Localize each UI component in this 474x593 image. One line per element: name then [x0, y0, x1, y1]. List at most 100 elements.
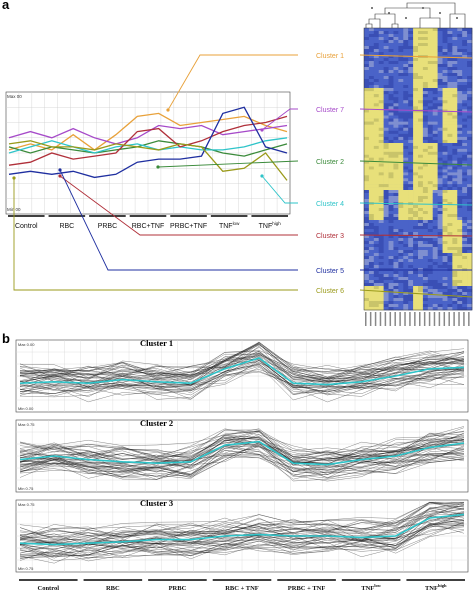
profile-line-cluster-4 [8, 137, 288, 154]
heatmap-cell [432, 52, 438, 56]
heatmap-cell [427, 37, 434, 41]
heatmap-cell [442, 34, 448, 38]
heatmap-cell [418, 250, 424, 254]
heatmap-cell [462, 211, 468, 215]
heatmap-cell [457, 121, 463, 125]
heatmap-cell [462, 274, 468, 278]
heatmap-cell [413, 235, 419, 239]
heatmap-cell [432, 211, 438, 215]
heatmap-cell [437, 181, 443, 185]
heatmap-cell [403, 154, 409, 158]
heatmap-cell [452, 265, 458, 269]
heatmap-cell [364, 151, 370, 156]
heatmap-cell [447, 223, 453, 227]
heatmap-cell [388, 271, 394, 275]
gene-profile-line [19, 429, 465, 457]
heatmap-cell [388, 247, 394, 251]
heatmap-cell [368, 250, 375, 254]
heatmap-cell [442, 235, 448, 239]
heatmap-cell [383, 253, 389, 257]
gene-profile-line [19, 351, 465, 382]
heatmap-cell [418, 130, 424, 135]
heatmap-cell [393, 46, 399, 50]
heatmap-cell [408, 265, 414, 269]
heatmap-cell [413, 289, 419, 293]
heatmap-cell [388, 250, 394, 254]
heatmap-cell [437, 43, 443, 47]
heatmap-cell [393, 127, 399, 132]
heatmap-cell [383, 169, 389, 173]
heatmap-cell [368, 106, 375, 110]
heatmap-cell [437, 226, 443, 230]
heatmap-cell [447, 178, 453, 182]
heatmap-cell [422, 52, 429, 56]
heatmap-cell [422, 193, 429, 197]
heatmap-cell [442, 94, 448, 98]
heatmap-cell [398, 139, 404, 144]
heatmap-cell [403, 79, 409, 83]
heatmap-cell [467, 301, 473, 305]
heatmap-cell [422, 31, 429, 35]
heatmap-cell [388, 76, 394, 80]
heatmap-cell [373, 214, 380, 218]
heatmap-cell [422, 235, 429, 239]
heatmap-cell [418, 196, 424, 200]
heatmap-cell [422, 145, 429, 150]
heatmap-cell [427, 163, 434, 167]
heatmap-cell [432, 241, 438, 245]
heatmap-cell [408, 103, 414, 107]
heatmap-cell [408, 166, 414, 170]
heatmap-cell [408, 217, 414, 221]
heatmap-cell [364, 121, 370, 125]
heatmap-cell [467, 100, 473, 104]
gene-profile-line [19, 436, 465, 461]
heatmap-cell [442, 298, 448, 302]
heatmap-cell [388, 73, 394, 77]
heatmap-cell [413, 247, 419, 251]
heatmap-cell [408, 100, 414, 104]
heatmap-cell [457, 130, 463, 135]
heatmap-cell [437, 121, 443, 125]
heatmap-cell [427, 178, 434, 182]
heatmap-cell [383, 85, 389, 89]
cluster-label-text: Cluster 4 [316, 201, 344, 208]
heatmap-cell [393, 148, 399, 153]
heatmap-cell [393, 190, 399, 194]
heatmap-cell [378, 133, 384, 138]
heatmap-cell [442, 289, 448, 293]
heatmap-cell [457, 145, 463, 150]
heatmap-cell [418, 31, 424, 35]
heatmap-cell [403, 73, 409, 77]
heatmap-cell [432, 115, 438, 119]
heatmap-cell [447, 244, 453, 248]
heatmap-cell [413, 307, 419, 311]
condition-label: TNFlow [361, 583, 382, 592]
heatmap-cell [413, 286, 419, 290]
heatmap-cell [447, 190, 453, 194]
heatmap-cell [422, 187, 429, 191]
gene-profile-line [19, 454, 465, 476]
heatmap-cell [368, 109, 375, 113]
heatmap-cell [432, 100, 438, 104]
heatmap-cell [383, 118, 389, 122]
cluster-connector-line [59, 175, 298, 236]
heatmap-cell [403, 184, 409, 188]
heatmap-cell [462, 187, 468, 191]
heatmap-cell [432, 274, 438, 278]
heatmap-cell [427, 52, 434, 56]
heatmap-cell [422, 100, 429, 104]
heatmap-cell [442, 169, 448, 173]
heatmap-cell [413, 67, 419, 71]
gene-profile-line [19, 513, 465, 556]
heatmap-cell [437, 34, 443, 38]
heatmap-cell [373, 127, 380, 132]
heatmap-cell [442, 97, 448, 101]
heatmap-cell [364, 223, 370, 227]
heatmap-cell [427, 256, 434, 260]
heatmap-cell [432, 286, 438, 290]
heatmap-cell [437, 190, 443, 194]
heatmap-cell [368, 307, 375, 311]
cluster-connector-line [13, 178, 298, 291]
heatmap-cell [413, 232, 419, 236]
heatmap-cell [408, 133, 414, 138]
